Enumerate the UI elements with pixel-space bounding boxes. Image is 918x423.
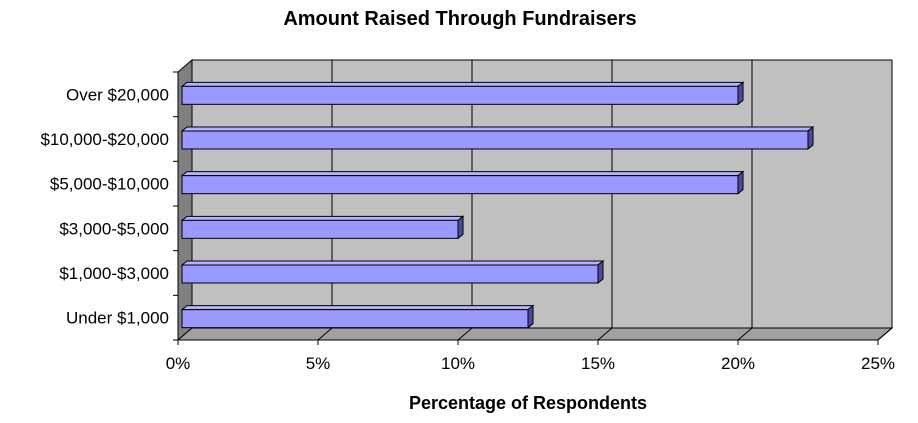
x-tick-label: 25% [861,354,895,373]
bar-top-face [180,171,745,177]
bar [180,259,605,285]
bar-side-face [737,81,744,106]
category-label: $10,000-$20,000 [40,130,169,149]
bar-side-face [737,170,744,195]
bar-front-face [181,264,599,284]
x-tick-label: 15% [581,354,615,373]
category-label: Under $1,000 [66,309,169,328]
bars [180,81,815,329]
bar-side-face [527,304,534,329]
bar-side-face [807,125,814,151]
category-label: $5,000-$10,000 [50,175,169,194]
x-tick-label: 10% [441,354,475,373]
bar-top-face [180,305,535,311]
category-label: $3,000-$5,000 [59,219,169,238]
category-labels: Over $20,000 $10,000-$20,000 $5,000-$10,00… [40,85,169,327]
bar-front-face [181,219,459,239]
bar-top-face [180,260,605,266]
bar [180,81,745,106]
bar [180,215,465,240]
floor-gridline [877,327,893,341]
plot-floor [176,327,894,341]
bar-side-face [597,259,604,285]
floor-gridline [597,327,613,341]
bar-front-face [181,130,809,150]
bar-front-face [181,175,739,195]
bar-front-face [181,309,529,329]
bar-top-face [180,81,745,87]
x-tick-labels: 0% 5% 10% 15% 20% 25% [166,354,895,373]
floor-gridline [317,327,333,341]
bar [180,170,745,195]
bar [180,304,535,329]
bar-side-face [457,215,464,240]
bar-top-face [180,126,815,132]
floor-gridline [457,327,473,341]
chart-title: Amount Raised Through Fundraisers [283,8,636,30]
x-axis-title: Percentage of Respondents [409,393,647,413]
x-tick-label: 5% [306,354,331,373]
x-tick-label: 0% [166,354,191,373]
category-label: $1,000-$3,000 [59,264,169,283]
bar-front-face [181,85,739,105]
x-tick-label: 20% [721,354,755,373]
category-label: Over $20,000 [66,85,169,104]
bar [180,125,815,151]
floor-gridline [737,327,753,341]
bar-top-face [180,215,465,221]
